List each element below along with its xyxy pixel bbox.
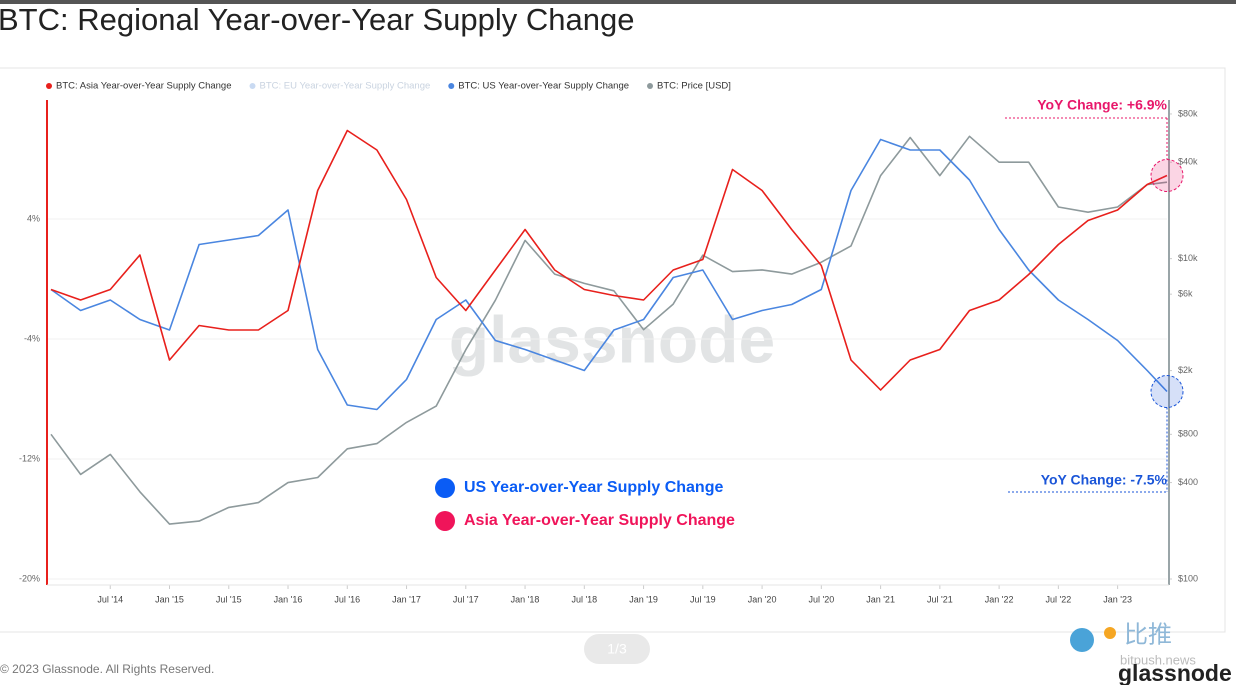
y-tick-label: 4% xyxy=(27,213,40,223)
legend-swatch xyxy=(46,83,52,89)
bird-icon xyxy=(1070,628,1094,652)
y2-tick-label: $400 xyxy=(1178,477,1198,487)
logo: glassnode xyxy=(1118,660,1232,685)
x-tick-label: Jul '22 xyxy=(1045,594,1071,604)
legend-label: BTC: Price [USD] xyxy=(657,81,731,92)
y2-tick-label: $40k xyxy=(1178,157,1198,167)
callout-label: US Year-over-Year Supply Change xyxy=(464,479,723,496)
x-tick-label: Jul '19 xyxy=(690,594,716,604)
annotation-circle xyxy=(1150,159,1184,192)
y-tick-label: -4% xyxy=(24,333,40,343)
x-tick-label: Jan '20 xyxy=(748,594,777,604)
legend-swatch xyxy=(647,83,654,89)
y2-tick-label: $6k xyxy=(1178,289,1193,299)
x-tick-label: Jan '19 xyxy=(629,594,658,604)
top-bar xyxy=(0,0,1236,4)
annotation-label: YoY Change: +6.9% xyxy=(1037,97,1167,113)
x-tick-label: Jan '16 xyxy=(274,594,303,604)
y-tick-label: -12% xyxy=(19,453,40,463)
legend-swatch xyxy=(249,83,256,89)
pager[interactable] xyxy=(584,634,650,664)
callout-label: Asia Year-over-Year Supply Change xyxy=(464,512,735,529)
legend-swatch xyxy=(448,83,455,89)
coin-icon xyxy=(1104,627,1116,639)
series-line xyxy=(50,135,1168,525)
x-tick-label: Jan '22 xyxy=(985,594,1014,604)
legend-label: BTC: EU Year-over-Year Supply Change xyxy=(260,81,431,92)
x-tick-label: Jul '18 xyxy=(571,594,597,604)
y2-tick-label: $100 xyxy=(1178,573,1198,583)
x-tick-label: Jan '18 xyxy=(511,594,540,604)
x-tick-label: Jul '20 xyxy=(808,594,834,604)
callout-swatch xyxy=(435,511,455,531)
y2-tick-label: $10k xyxy=(1178,253,1198,263)
copyright: © 2023 Glassnode. All Rights Reserved. xyxy=(0,662,214,676)
plot: 4% -4% -12% -20% $100 $400 $800 $2k $6k $10k $40k $… xyxy=(19,81,1198,605)
callout-swatch xyxy=(435,478,455,498)
x-tick-label: Jul '21 xyxy=(927,594,953,604)
y2-tick-label: $80k xyxy=(1178,108,1198,118)
series-line xyxy=(50,129,1168,391)
x-tick-label: Jan '17 xyxy=(392,594,421,604)
series-line xyxy=(50,138,1168,411)
x-tick-label: Jul '15 xyxy=(216,594,242,604)
x-tick-label: Jan '15 xyxy=(155,594,184,604)
chart-title: BTC: Regional Year-over-Year Supply Chan… xyxy=(0,2,634,37)
x-tick-label: Jul '14 xyxy=(97,594,123,604)
pager-label: 1/3 xyxy=(607,641,627,657)
x-tick-label: Jul '17 xyxy=(453,594,479,604)
source-site: bitpush.news xyxy=(1120,652,1196,667)
x-tick-label: Jul '16 xyxy=(334,594,360,604)
annotation-circle xyxy=(1150,375,1184,408)
y2-tick-label: $2k xyxy=(1178,365,1193,375)
x-tick-label: Jan '21 xyxy=(866,594,895,604)
legend-label: BTC: US Year-over-Year Supply Change xyxy=(458,81,629,92)
legend-label: BTC: Asia Year-over-Year Supply Change xyxy=(56,81,232,92)
y-tick-label: -20% xyxy=(19,573,40,583)
source-cn: 比推 xyxy=(1124,621,1172,648)
annotation-label: YoY Change: -7.5% xyxy=(1041,472,1168,488)
x-tick-label: Jan '23 xyxy=(1103,594,1132,604)
y2-tick-label: $800 xyxy=(1178,429,1198,439)
